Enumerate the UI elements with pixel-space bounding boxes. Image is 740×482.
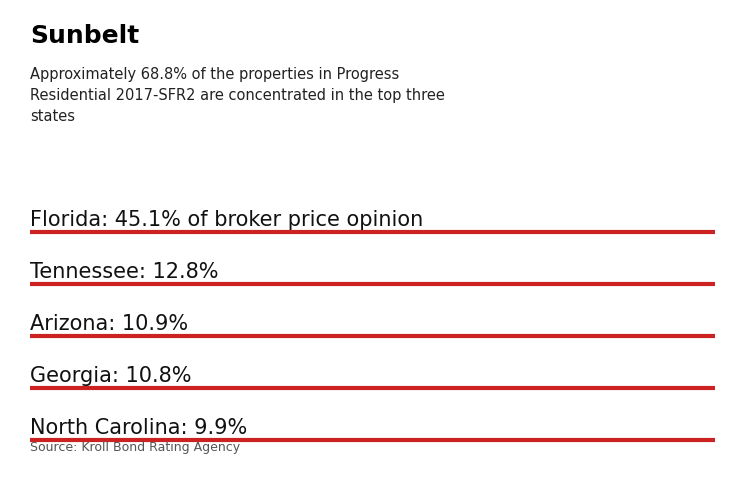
Text: Florida: 45.1% of broker price opinion: Florida: 45.1% of broker price opinion: [30, 210, 423, 230]
Text: Tennessee: 12.8%: Tennessee: 12.8%: [30, 262, 218, 282]
Text: North Carolina: 9.9%: North Carolina: 9.9%: [30, 418, 247, 438]
Text: Source: Kroll Bond Rating Agency: Source: Kroll Bond Rating Agency: [30, 441, 240, 454]
Text: Sunbelt: Sunbelt: [30, 24, 139, 48]
Text: Approximately 68.8% of the properties in Progress
Residential 2017-SFR2 are conc: Approximately 68.8% of the properties in…: [30, 67, 445, 124]
Text: Georgia: 10.8%: Georgia: 10.8%: [30, 366, 192, 386]
Text: Arizona: 10.9%: Arizona: 10.9%: [30, 314, 188, 334]
